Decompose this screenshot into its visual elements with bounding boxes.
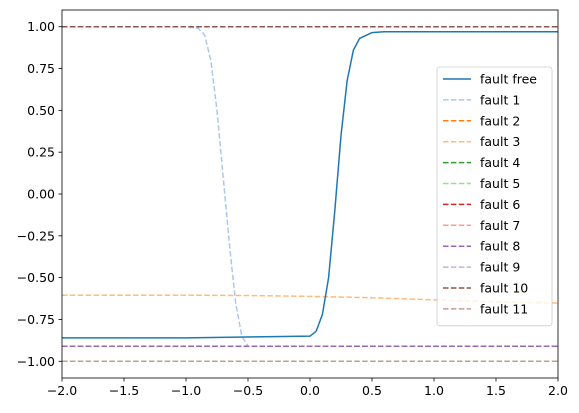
y-tick-label: 0.00 (27, 187, 55, 202)
legend-label: fault 6 (480, 197, 520, 212)
x-axis: −2.0 −1.5 −1.0 −0.5 0.0 0.5 1.0 1.5 2.0 (47, 378, 568, 398)
y-tick-label: 0.50 (27, 103, 55, 118)
series-line-fault-free (62, 31, 558, 339)
legend-label: fault 8 (480, 239, 520, 254)
legend-label: fault free (480, 72, 537, 87)
legend-label: fault 10 (480, 281, 528, 296)
x-tick-label: −1.5 (109, 383, 139, 398)
legend: fault free fault 1 fault 2 fault 3 fault 4 fa… (436, 66, 553, 327)
y-tick-label: −0.50 (17, 270, 55, 285)
legend-label: fault 4 (480, 155, 520, 170)
legend-label: fault 2 (480, 113, 520, 128)
legend-label: fault 5 (480, 176, 520, 191)
legend-label: fault 3 (480, 134, 520, 149)
x-tick-label: 1.5 (486, 383, 506, 398)
x-tick-label: 1.0 (424, 383, 444, 398)
legend-label: fault 9 (480, 260, 520, 275)
x-tick-label: −1.0 (171, 383, 201, 398)
x-tick-label: 0.0 (300, 383, 320, 398)
x-tick-label: 0.5 (362, 383, 382, 398)
y-tick-label: −0.25 (17, 228, 55, 243)
y-tick-label: 1.00 (27, 19, 55, 34)
x-tick-label: 2.0 (548, 383, 568, 398)
x-tick-label: −0.5 (233, 383, 263, 398)
series-line-fault-1 (62, 25, 249, 347)
y-tick-label: −0.75 (17, 312, 55, 327)
legend-label: fault 7 (480, 218, 520, 233)
y-tick-label: 0.25 (27, 145, 55, 160)
legend-box (436, 66, 553, 327)
y-axis: 1.00 0.75 0.50 0.25 0.00 −0.25 −0.50 −0.75 −1.00 (17, 19, 62, 369)
legend-label: fault 11 (480, 301, 528, 316)
y-tick-label: −1.00 (17, 354, 55, 369)
x-tick-label: −2.0 (47, 383, 77, 398)
legend-label: fault 1 (480, 92, 520, 107)
y-tick-label: 0.75 (27, 61, 55, 76)
